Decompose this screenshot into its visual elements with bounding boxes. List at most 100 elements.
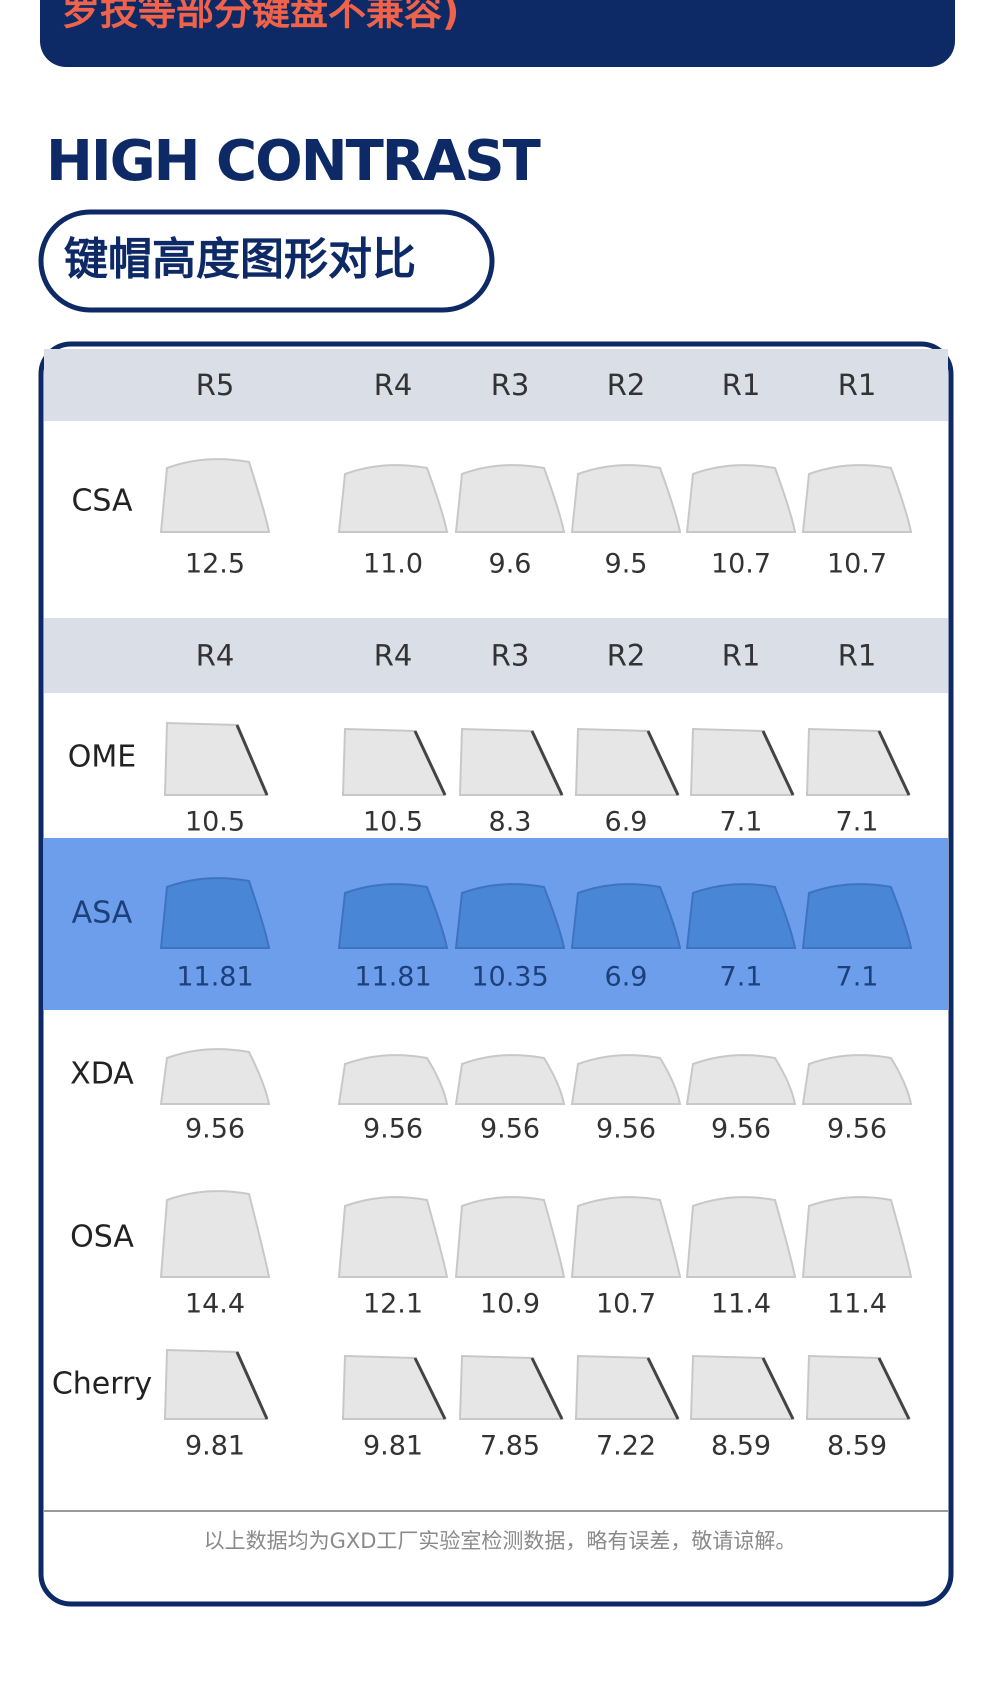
profile-label: OSA <box>70 1220 134 1255</box>
height-value: 9.56 <box>480 1114 540 1145</box>
keycap <box>570 464 682 533</box>
keycap <box>337 464 449 533</box>
keycap <box>454 883 566 949</box>
height-value: 9.56 <box>827 1114 887 1145</box>
profile-label: XDA <box>70 1057 134 1092</box>
keycap <box>801 883 913 949</box>
keycap-edge <box>235 1351 269 1420</box>
height-value: 9.56 <box>185 1114 245 1145</box>
profile-label: ASA <box>72 896 133 931</box>
height-value: 11.4 <box>827 1289 887 1320</box>
header-band <box>44 618 948 693</box>
banner <box>40 0 955 67</box>
height-value: 11.81 <box>176 962 253 993</box>
keycap-edge <box>530 1357 564 1420</box>
height-value: 7.22 <box>596 1431 656 1462</box>
row-header: R3 <box>491 639 530 673</box>
keycap-edge <box>235 724 269 796</box>
row-header: R1 <box>838 639 877 673</box>
height-value: 11.0 <box>363 549 423 580</box>
height-value: 10.5 <box>363 807 423 838</box>
profile-label: CSA <box>71 484 133 519</box>
row-header: R1 <box>722 639 761 673</box>
keycap <box>801 1196 913 1278</box>
keycap <box>801 1054 913 1105</box>
height-value: 9.81 <box>363 1431 423 1462</box>
header-band <box>44 349 948 421</box>
height-value: 9.56 <box>596 1114 656 1145</box>
height-value: 10.9 <box>480 1289 540 1320</box>
height-value: 10.7 <box>711 549 771 580</box>
height-value: 9.81 <box>185 1431 245 1462</box>
row-header: R4 <box>196 639 235 673</box>
height-value: 12.1 <box>363 1289 423 1320</box>
keycap <box>159 877 271 949</box>
keycap <box>454 464 566 533</box>
row-header: R2 <box>607 368 646 402</box>
row-header: R1 <box>722 368 761 402</box>
heading: HIGH CONTRAST <box>46 129 541 194</box>
keycap <box>570 1196 682 1278</box>
keycap-edge <box>413 1357 447 1420</box>
profile-label: OME <box>68 740 136 775</box>
keycap-edge <box>413 730 447 796</box>
row-header: R4 <box>374 368 413 402</box>
height-value: 8.59 <box>711 1431 771 1462</box>
height-value: 6.9 <box>605 807 648 838</box>
keycap <box>337 1054 449 1105</box>
keycap <box>570 883 682 949</box>
keycap <box>159 1190 271 1278</box>
row-header: R3 <box>491 368 530 402</box>
height-value: 7.1 <box>720 807 763 838</box>
profile-label: Cherry <box>52 1367 152 1402</box>
height-value: 9.6 <box>489 549 532 580</box>
height-value: 7.85 <box>480 1431 540 1462</box>
keycap-edge <box>761 1357 795 1420</box>
height-value: 10.5 <box>185 807 245 838</box>
height-value: 10.7 <box>827 549 887 580</box>
row-header: R1 <box>838 368 877 402</box>
table: R5 R4 R3 R2 R1 R1 R4 R4 R3 R2 R1 R1 CSA 12.5 11.0 9.6 9.… <box>44 349 948 1462</box>
keycap <box>159 458 271 533</box>
subheading-pill <box>38 209 495 313</box>
keycap <box>337 883 449 949</box>
keycap <box>685 1196 797 1278</box>
keycap-edge <box>646 730 680 796</box>
keycap <box>801 464 913 533</box>
height-value: 11.81 <box>354 962 431 993</box>
footnote: 以上数据均为GXD工厂实验室检测数据，略有误差，敬请谅解。 <box>204 1529 797 1553</box>
keycap <box>337 1196 449 1278</box>
height-value: 9.5 <box>605 549 648 580</box>
keycap <box>454 1196 566 1278</box>
height-value: 7.1 <box>836 962 879 993</box>
row-header: R5 <box>196 368 235 402</box>
height-value: 10.7 <box>596 1289 656 1320</box>
height-value: 9.56 <box>363 1114 423 1145</box>
subheading: 键帽高度图形对比 <box>64 234 416 285</box>
keycap-edge <box>761 730 795 796</box>
height-value: 14.4 <box>185 1289 245 1320</box>
height-value: 11.4 <box>711 1289 771 1320</box>
height-value: 8.59 <box>827 1431 887 1462</box>
height-value: 9.56 <box>711 1114 771 1145</box>
height-value: 12.5 <box>185 549 245 580</box>
height-value: 7.1 <box>720 962 763 993</box>
keycap <box>570 1054 682 1105</box>
keycap-edge <box>877 1357 911 1420</box>
keycap <box>685 883 797 949</box>
height-value: 6.9 <box>605 962 648 993</box>
row-header: R4 <box>374 639 413 673</box>
keycap <box>159 1048 271 1105</box>
row-header: R2 <box>607 639 646 673</box>
banner-text: 罗技等部分键盘不兼容) <box>62 0 459 34</box>
keycap-edge <box>877 730 911 796</box>
keycap-edge <box>646 1357 680 1420</box>
keycap <box>685 464 797 533</box>
keycap-edge <box>530 730 564 796</box>
height-value: 8.3 <box>489 807 532 838</box>
height-value: 10.35 <box>471 962 548 993</box>
keycap <box>685 1054 797 1105</box>
height-value: 7.1 <box>836 807 879 838</box>
